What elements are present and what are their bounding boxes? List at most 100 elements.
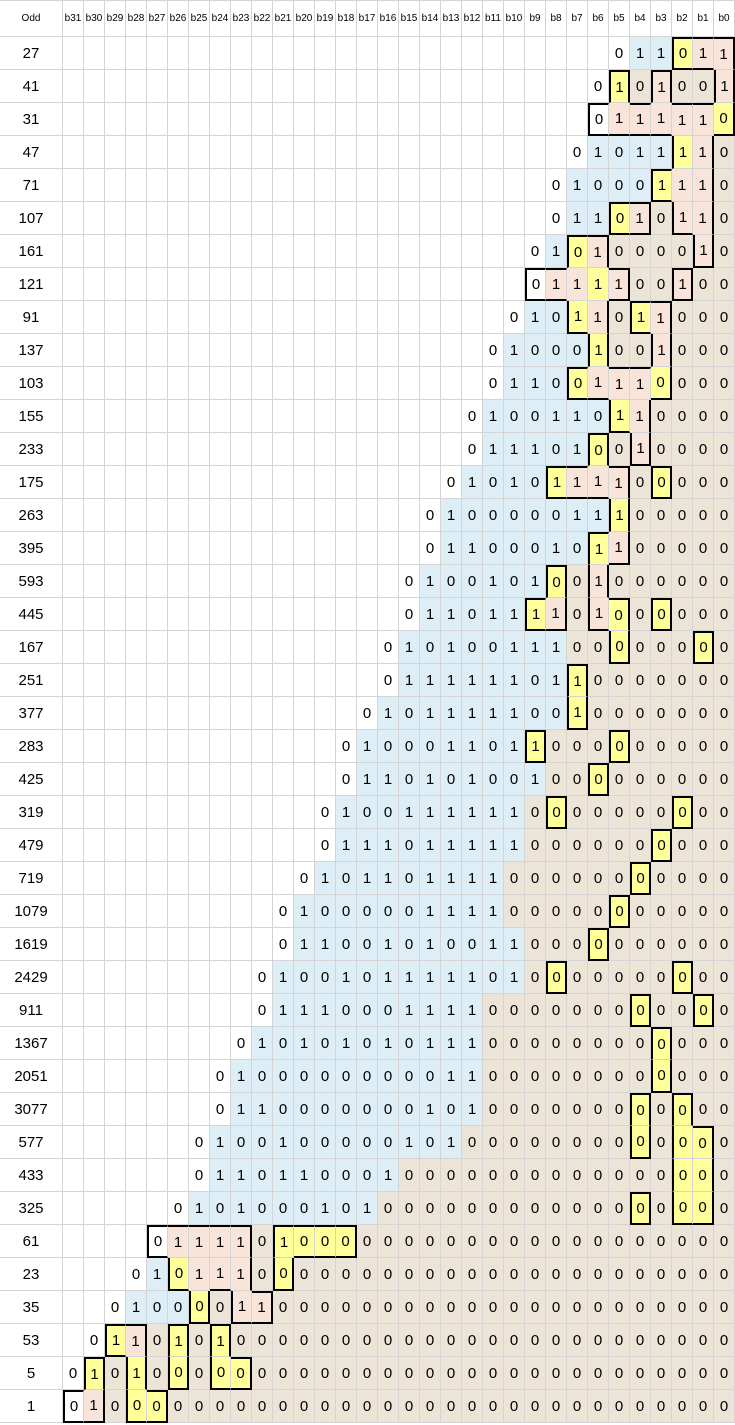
bit-cell: 0: [714, 499, 735, 532]
empty-cell: [231, 37, 252, 70]
bit-cell: 0: [294, 1357, 315, 1390]
bit-cell: 0: [546, 202, 567, 235]
column-header-b27: b27: [147, 1, 168, 37]
empty-cell: [147, 730, 168, 763]
bit-cell: 0: [231, 1324, 252, 1357]
bit-cell: 0: [441, 1159, 462, 1192]
empty-cell: [210, 598, 231, 631]
bit-cell: 0: [651, 961, 672, 994]
bit-cell: 0: [714, 1027, 735, 1060]
column-header-b26: b26: [168, 1, 189, 37]
bit-cell: 0: [693, 565, 714, 598]
empty-cell: [210, 202, 231, 235]
empty-cell: [84, 631, 105, 664]
bit-cell: 1: [420, 697, 441, 730]
empty-cell: [210, 994, 231, 1027]
bit-cell: 0: [693, 400, 714, 433]
empty-cell: [147, 466, 168, 499]
empty-cell: [231, 466, 252, 499]
bit-cell: 0: [588, 1390, 609, 1423]
bit-cell: 0: [588, 829, 609, 862]
empty-cell: [357, 466, 378, 499]
empty-cell: [189, 268, 210, 301]
bit-cell: 1: [231, 1225, 252, 1258]
empty-cell: [273, 664, 294, 697]
bit-cell: 1: [504, 928, 525, 961]
empty-cell: [189, 499, 210, 532]
bit-cell: 0: [420, 1291, 441, 1324]
column-header-b9: b9: [525, 1, 546, 37]
empty-cell: [462, 301, 483, 334]
empty-cell: [273, 70, 294, 103]
empty-cell: [168, 103, 189, 136]
bit-cell: 1: [609, 268, 630, 301]
empty-cell: [210, 928, 231, 961]
bit-cell: 1: [546, 532, 567, 565]
empty-cell: [273, 202, 294, 235]
bit-cell: 0: [672, 367, 693, 400]
empty-cell: [525, 70, 546, 103]
empty-cell: [189, 994, 210, 1027]
empty-cell: [231, 697, 252, 730]
column-header-b31: b31: [63, 1, 84, 37]
empty-cell: [315, 235, 336, 268]
bit-cell: 1: [651, 37, 672, 70]
empty-cell: [273, 730, 294, 763]
empty-cell: [189, 235, 210, 268]
empty-cell: [462, 334, 483, 367]
header-corner: Odd: [0, 1, 63, 37]
empty-cell: [273, 400, 294, 433]
empty-cell: [378, 367, 399, 400]
empty-cell: [126, 565, 147, 598]
bit-cell: 1: [231, 1258, 252, 1291]
bit-cell: 0: [567, 235, 588, 268]
bit-cell: 0: [378, 1291, 399, 1324]
empty-cell: [546, 70, 567, 103]
empty-cell: [168, 499, 189, 532]
bit-cell: 0: [504, 400, 525, 433]
empty-cell: [273, 697, 294, 730]
bit-cell: 0: [693, 1027, 714, 1060]
bit-cell: 0: [567, 829, 588, 862]
bit-cell: 1: [672, 103, 693, 136]
column-header-b4: b4: [630, 1, 651, 37]
bit-cell: 1: [210, 1225, 231, 1258]
bit-cell: 0: [399, 1324, 420, 1357]
empty-cell: [189, 862, 210, 895]
empty-cell: [378, 598, 399, 631]
bit-cell: 0: [504, 895, 525, 928]
bit-cell: 1: [441, 730, 462, 763]
bit-cell: 1: [504, 961, 525, 994]
empty-cell: [231, 400, 252, 433]
empty-cell: [189, 37, 210, 70]
bit-cell: 0: [714, 961, 735, 994]
bit-cell: 1: [441, 1027, 462, 1060]
empty-cell: [357, 334, 378, 367]
empty-cell: [462, 268, 483, 301]
empty-cell: [336, 70, 357, 103]
bit-cell: 0: [483, 1027, 504, 1060]
bit-cell: 0: [483, 499, 504, 532]
bit-cell: 0: [672, 1159, 693, 1192]
bit-cell: 0: [651, 235, 672, 268]
bit-cell: 0: [714, 1159, 735, 1192]
bit-cell: 0: [546, 1159, 567, 1192]
empty-cell: [189, 565, 210, 598]
empty-cell: [273, 268, 294, 301]
empty-cell: [231, 796, 252, 829]
bit-cell: 0: [483, 532, 504, 565]
bit-cell: 0: [525, 466, 546, 499]
empty-cell: [63, 400, 84, 433]
bit-cell: 0: [546, 1324, 567, 1357]
bit-cell: 0: [357, 1324, 378, 1357]
bit-cell: 1: [399, 631, 420, 664]
bit-cell: 0: [546, 334, 567, 367]
empty-cell: [462, 202, 483, 235]
bit-cell: 1: [462, 664, 483, 697]
column-header-b1: b1: [693, 1, 714, 37]
bit-cell: 0: [483, 1357, 504, 1390]
bit-cell: 0: [609, 1324, 630, 1357]
column-header-b2: b2: [672, 1, 693, 37]
bit-cell: 0: [714, 664, 735, 697]
row-label: 425: [0, 763, 63, 796]
